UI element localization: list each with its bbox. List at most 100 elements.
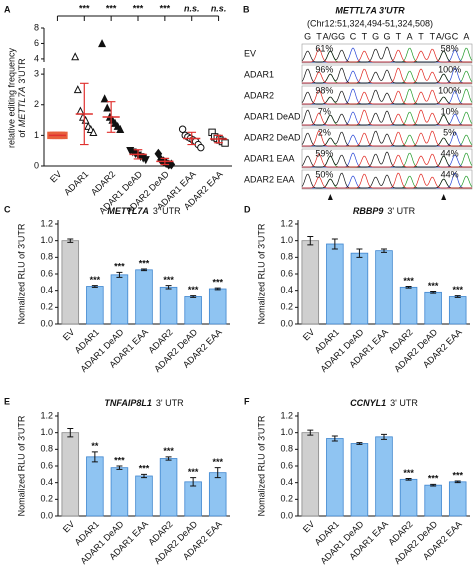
bar: [110, 274, 129, 325]
error-bar: [79, 82, 89, 146]
edit-percent: 44%: [441, 169, 459, 179]
base: T: [430, 31, 436, 41]
bar: [375, 436, 393, 517]
y-tick-label: 1.2: [280, 218, 293, 228]
panel-letter: D: [244, 204, 251, 214]
point: [71, 52, 80, 61]
bar: [399, 478, 418, 517]
error-bar: [331, 435, 338, 442]
point: [76, 106, 85, 115]
error-bar: [214, 134, 223, 144]
error-bar: [307, 429, 314, 436]
significance: ***: [139, 464, 150, 474]
row-label: ADAR1 DeAD: [244, 111, 301, 121]
y-tick-label: 0.0: [40, 510, 53, 520]
y-tick-label: 0.6: [40, 268, 53, 278]
y-tick-label: 0.8: [40, 252, 53, 262]
site-arrow: [441, 194, 447, 200]
y-axis-label: Nomalized RLU of 3'UTR: [256, 415, 266, 516]
error-bar: [381, 248, 387, 253]
trace-box: [301, 64, 473, 85]
panel-letter: B: [243, 4, 250, 14]
panel-title: METTL7A 3'UTR: [335, 5, 405, 15]
significance: ***: [90, 275, 101, 285]
chart-title: CCNYL1 3' UTR: [350, 398, 418, 408]
bar: [350, 443, 369, 517]
trace: [301, 46, 472, 63]
y-tick-label: 4: [34, 53, 39, 63]
point: [141, 156, 150, 165]
error-bar: [381, 433, 387, 440]
bar: [424, 484, 442, 517]
base: T: [396, 31, 402, 41]
trace: [302, 130, 472, 147]
error-bar: [187, 131, 197, 146]
base: G: [383, 31, 390, 41]
y-tick-label: 0.6: [280, 460, 293, 470]
error-bar: [165, 285, 172, 290]
row-label: ADAR2: [244, 90, 274, 100]
title-gene: TNFAIP8L1: [104, 398, 152, 408]
point: [167, 159, 176, 170]
panel-letter: F: [244, 396, 250, 406]
bar: [448, 481, 467, 517]
y-tick-label: 0.2: [280, 302, 293, 312]
point: [98, 39, 107, 48]
bar: [326, 243, 344, 325]
edit-percent: 50%: [315, 169, 333, 179]
title-gene: CCNYL1: [350, 398, 386, 408]
base: A/G: [436, 31, 452, 41]
bar: [424, 291, 442, 325]
edit-percent: 100%: [438, 85, 461, 95]
edit-percent: 5%: [443, 127, 456, 137]
trace: [301, 151, 472, 168]
bar: [326, 438, 344, 517]
y-tick-label: 1: [34, 130, 39, 140]
significance: ***: [188, 467, 199, 477]
y-tick-label: 0.4: [40, 285, 53, 295]
point: [100, 94, 109, 103]
error-bar: [454, 295, 461, 298]
bar: [159, 286, 178, 325]
point: [73, 85, 82, 94]
significance: ***: [139, 258, 150, 268]
base: C: [350, 31, 357, 41]
panel-letter: C: [4, 204, 11, 214]
edit-percent: 44%: [441, 148, 459, 158]
error-bar: [430, 483, 437, 487]
significance: n.s.: [184, 3, 200, 13]
significance: ***: [452, 470, 463, 480]
panel-letter: E: [4, 396, 10, 406]
y-tick-label: 3: [34, 69, 39, 79]
significance: **: [91, 441, 99, 451]
y-tick-label: 0.4: [280, 477, 293, 487]
significance: ***: [160, 3, 171, 13]
edit-percent: 98%: [315, 85, 333, 95]
significance: ***: [106, 3, 117, 13]
x-tick-label: EV: [61, 519, 77, 535]
y-tick-label: 0.8: [280, 252, 293, 262]
edit-percent: 100%: [438, 64, 461, 74]
point: [103, 103, 112, 112]
bar: [61, 432, 80, 517]
error-bar: [307, 236, 314, 246]
base: A/G: [323, 31, 339, 41]
y-tick-label: 1.2: [280, 410, 293, 420]
significance: ***: [133, 3, 144, 13]
y-tick-label: 0.6: [280, 268, 293, 278]
y-axis-label: Nomalized RLU of 3'UTR: [16, 223, 26, 324]
error-bar: [141, 473, 147, 479]
significance: ***: [403, 276, 414, 286]
x-tick-label: EV: [301, 327, 317, 343]
bar: [208, 472, 227, 517]
edit-percent: 2%: [318, 127, 331, 137]
trace: [302, 89, 472, 105]
error-bar: [454, 480, 461, 484]
row-label: ADAR1: [244, 69, 274, 79]
panel-subtitle: (Chr12:51,324,494-51,324,508): [307, 18, 433, 28]
significance: ***: [452, 285, 463, 295]
error-bar: [190, 477, 197, 487]
base: G: [338, 31, 345, 41]
y-tick-label: 0: [34, 160, 39, 170]
bar: [184, 296, 202, 325]
